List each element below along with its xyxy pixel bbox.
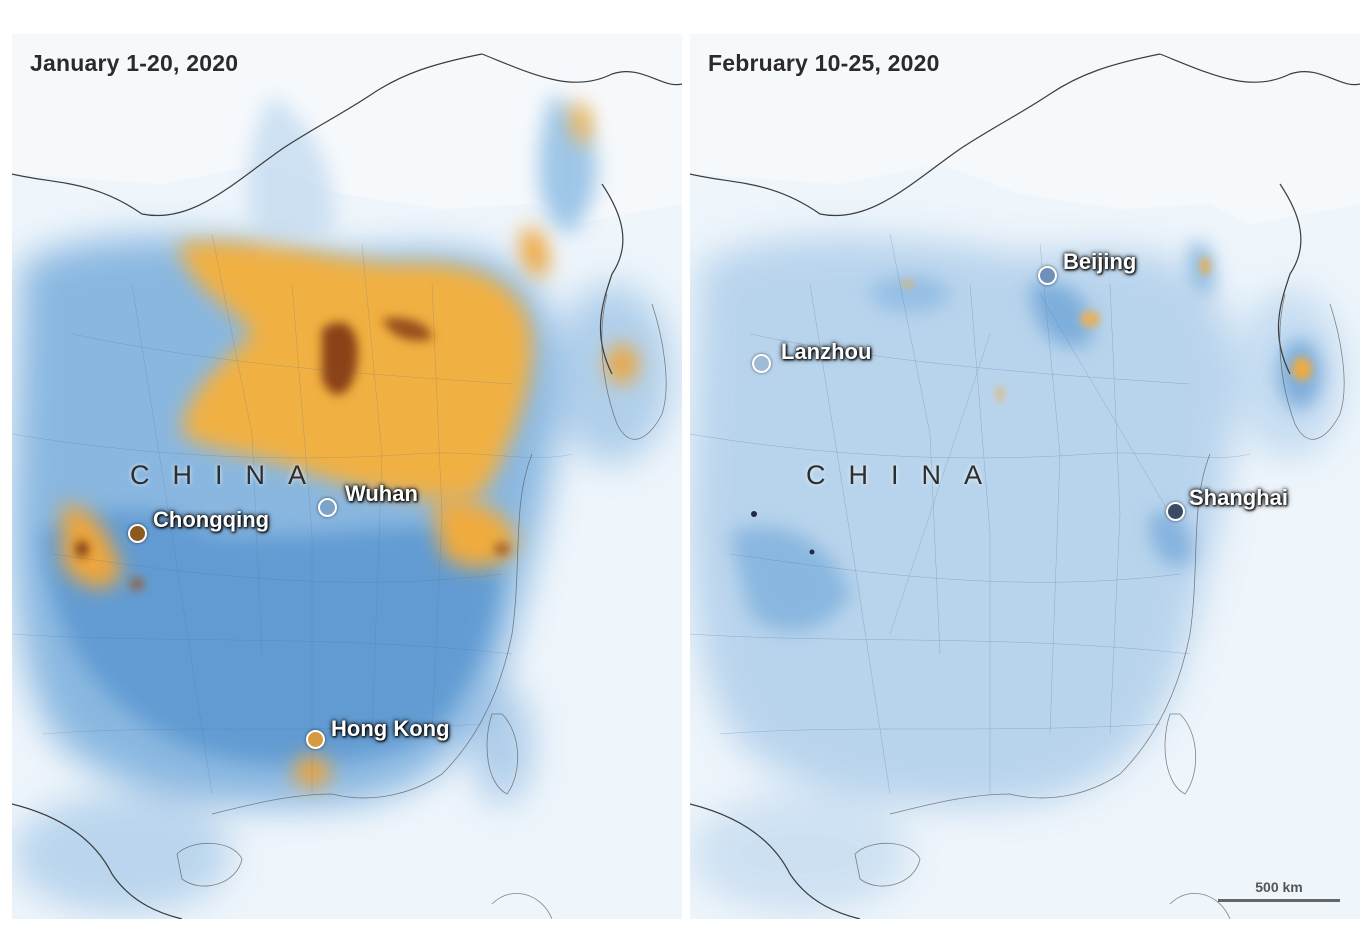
city-label-chongqing: Chongqing — [153, 506, 270, 532]
panel-title-january: January 1-20, 2020 — [30, 50, 239, 76]
city-label-beijing: Beijing — [1063, 248, 1137, 274]
city-lanzhou: Lanzhou — [752, 339, 871, 373]
city-hong-kong: Hong Kong — [306, 716, 450, 749]
country-label-china-right: CHINA — [806, 460, 1006, 490]
city-shanghai: Shanghai — [1166, 485, 1288, 521]
circle-marker-icon — [306, 730, 325, 749]
map-panel-january: January 1-20, 2020 CHINA Wuhan Chongqing… — [12, 34, 682, 919]
city-label-lanzhou: Lanzhou — [781, 338, 872, 364]
city-label-hong-kong: Hong Kong — [331, 715, 450, 741]
city-label-wuhan: Wuhan — [345, 480, 418, 506]
no2-map-january — [12, 34, 682, 919]
map-panel-february: February 10-25, 2020 CHINA Beijing Lanzh… — [690, 34, 1360, 919]
panel-title-february: February 10-25, 2020 — [708, 50, 940, 76]
city-chongqing: Chongqing — [128, 507, 269, 543]
city-beijing: Beijing — [1038, 249, 1136, 285]
circle-marker-icon — [318, 498, 337, 517]
scale-bar-line — [1218, 899, 1340, 902]
circle-marker-icon — [752, 354, 771, 373]
circle-marker-icon — [1166, 502, 1185, 521]
circle-marker-icon — [1038, 266, 1057, 285]
city-wuhan: Wuhan — [318, 481, 418, 517]
city-label-shanghai: Shanghai — [1189, 484, 1289, 510]
circle-marker-icon — [128, 524, 147, 543]
country-label-china-left: CHINA — [130, 460, 330, 490]
scale-bar-label: 500 km — [1255, 879, 1303, 895]
scale-bar: 500 km — [1218, 879, 1340, 902]
no2-map-february — [690, 34, 1360, 919]
